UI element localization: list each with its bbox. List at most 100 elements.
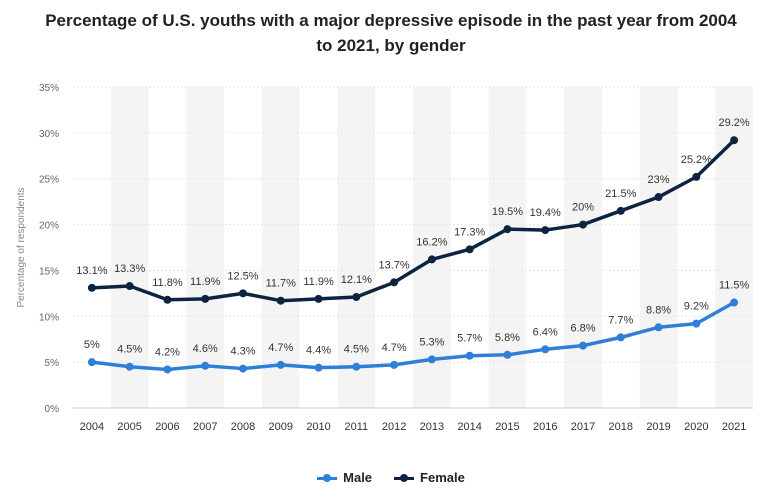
data-label-male: 4.5% xyxy=(344,344,369,356)
data-label-female: 12.5% xyxy=(227,270,258,282)
data-point-male[interactable] xyxy=(579,341,587,350)
data-label-male: 7.7% xyxy=(608,314,633,326)
data-label-female: 13.1% xyxy=(76,265,107,277)
data-label-male: 4.7% xyxy=(382,342,407,354)
data-point-male[interactable] xyxy=(654,323,663,332)
data-point-female[interactable] xyxy=(465,245,474,254)
data-label-male: 8.8% xyxy=(646,304,671,316)
chart-title-line-1: Percentage of U.S. youths with a major d… xyxy=(45,11,737,30)
data-label-female: 11.8% xyxy=(152,277,183,289)
data-point-female[interactable] xyxy=(616,206,625,215)
data-point-female[interactable] xyxy=(730,136,739,145)
data-label-female: 20% xyxy=(572,202,594,214)
plot-background-bands xyxy=(110,87,753,408)
legend-item-male[interactable]: Male xyxy=(317,470,372,485)
data-label-female: 11.9% xyxy=(190,276,221,288)
plot-band xyxy=(413,87,451,408)
data-point-male[interactable] xyxy=(730,298,739,307)
data-point-female[interactable] xyxy=(276,296,285,305)
data-label-female: 29.2% xyxy=(719,117,750,129)
legend-marker-male xyxy=(317,473,338,483)
data-point-female[interactable] xyxy=(541,226,550,235)
data-point-female[interactable] xyxy=(314,294,323,303)
data-label-female: 12.1% xyxy=(341,274,372,286)
data-point-male[interactable] xyxy=(616,333,625,342)
data-point-female[interactable] xyxy=(125,282,134,291)
data-label-male: 9.2% xyxy=(684,301,709,313)
data-point-female[interactable] xyxy=(352,293,361,302)
data-point-female[interactable] xyxy=(239,289,247,298)
data-label-female: 13.7% xyxy=(379,259,410,271)
data-label-female: 21.5% xyxy=(605,188,636,200)
data-label-male: 6.4% xyxy=(533,326,558,338)
data-point-male[interactable] xyxy=(427,355,436,364)
data-point-female[interactable] xyxy=(503,225,512,234)
y-axis-ticks: 0% 5% 10% 15% 20% 25% 30% 35% xyxy=(39,83,59,415)
x-tick-label: 2017 xyxy=(571,421,595,433)
data-label-male: 5.8% xyxy=(495,332,520,344)
x-tick-label: 2010 xyxy=(306,421,330,433)
data-labels: 5% 4.5% 4.2% 4.6% 4.3% 4.7% 4.4% 4.5% 4.7% 5.3% 5.… xyxy=(76,117,750,358)
x-tick-label: 2011 xyxy=(345,421,369,433)
x-tick-label: 2014 xyxy=(457,421,481,433)
plot-band xyxy=(261,87,300,408)
data-point-female[interactable] xyxy=(87,283,96,292)
legend-item-female[interactable]: Female xyxy=(394,470,465,485)
data-point-female[interactable] xyxy=(390,278,399,287)
data-label-female: 16.2% xyxy=(416,236,447,248)
y-tick-label: 5% xyxy=(45,358,60,369)
data-point-female[interactable] xyxy=(579,220,587,229)
data-point-male[interactable] xyxy=(201,361,210,370)
data-label-male: 5.3% xyxy=(419,336,444,348)
data-label-female: 13.3% xyxy=(114,263,145,275)
data-label-male: 5.7% xyxy=(457,333,482,345)
x-axis-ticks: 2004 2005 2006 2007 2008 2009 2010 2011 2012 2013… xyxy=(80,421,747,433)
data-point-male[interactable] xyxy=(692,319,701,328)
data-point-male[interactable] xyxy=(125,362,134,371)
x-tick-label: 2019 xyxy=(646,421,670,433)
x-tick-label: 2013 xyxy=(420,421,444,433)
data-label-male: 4.4% xyxy=(306,345,331,357)
data-point-male[interactable] xyxy=(276,360,285,369)
data-point-male[interactable] xyxy=(87,358,96,367)
data-point-female[interactable] xyxy=(163,295,172,304)
data-label-male: 5% xyxy=(84,339,100,351)
y-axis-label: Percentage of respondents xyxy=(16,187,27,307)
x-tick-label: 2018 xyxy=(609,421,633,433)
data-label-male: 6.8% xyxy=(570,323,595,335)
plot-band xyxy=(186,87,225,408)
x-tick-label: 2012 xyxy=(382,421,406,433)
y-tick-label: 30% xyxy=(39,129,59,140)
series-line-male xyxy=(90,300,736,372)
y-tick-label: 25% xyxy=(39,175,59,186)
data-point-female[interactable] xyxy=(654,193,663,202)
plot-band xyxy=(639,87,678,408)
data-point-male[interactable] xyxy=(503,350,512,359)
data-point-male[interactable] xyxy=(390,360,399,369)
data-label-female: 17.3% xyxy=(454,226,485,238)
data-label-male: 4.6% xyxy=(193,343,218,355)
data-point-male[interactable] xyxy=(163,365,172,374)
data-point-female[interactable] xyxy=(692,172,701,181)
x-tick-label: 2006 xyxy=(155,421,179,433)
data-point-male[interactable] xyxy=(239,364,247,373)
data-point-male[interactable] xyxy=(352,362,361,371)
data-point-male[interactable] xyxy=(465,351,474,360)
series-line-female xyxy=(90,138,736,303)
x-tick-label: 2016 xyxy=(533,421,557,433)
data-point-male[interactable] xyxy=(541,345,550,354)
legend-marker-female xyxy=(394,473,415,483)
plot-band xyxy=(488,87,527,408)
y-tick-label: 0% xyxy=(45,404,60,415)
data-label-male: 4.3% xyxy=(230,346,255,358)
chart-title: Percentage of U.S. youths with a major d… xyxy=(0,8,782,58)
series-lines xyxy=(87,136,739,374)
plot-band xyxy=(564,87,602,408)
data-point-male[interactable] xyxy=(314,363,323,372)
data-point-female[interactable] xyxy=(201,294,210,303)
x-tick-label: 2005 xyxy=(117,421,141,433)
data-label-male: 11.5% xyxy=(719,280,750,292)
data-point-female[interactable] xyxy=(427,255,436,264)
data-label-female: 11.9% xyxy=(303,276,334,288)
